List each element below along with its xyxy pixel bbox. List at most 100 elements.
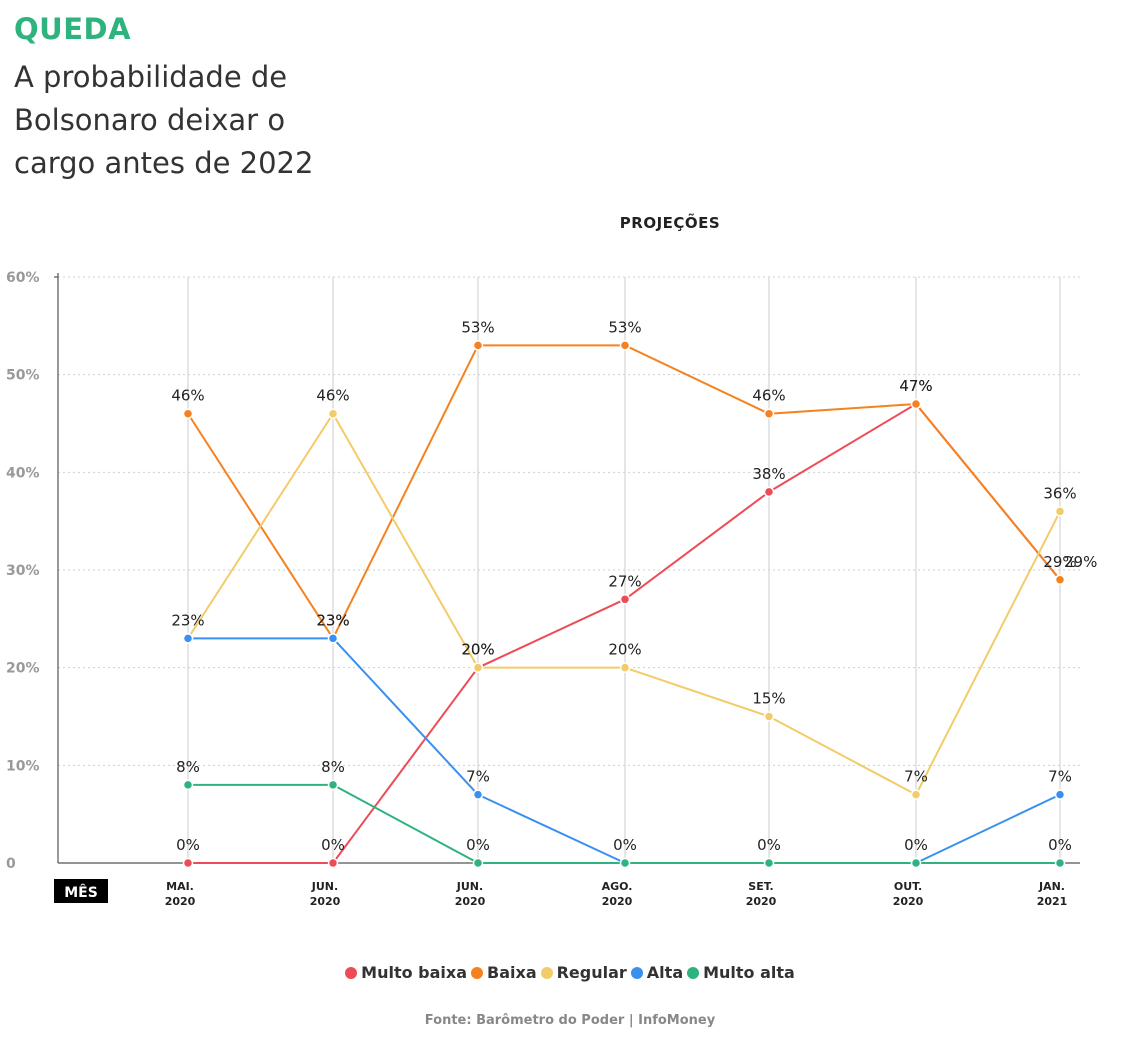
data-label: 15%	[752, 690, 785, 708]
legend-item: Multo baixa	[345, 963, 467, 982]
legend-label: Multo baixa	[361, 963, 468, 982]
legend-dot-icon	[630, 967, 643, 979]
data-point	[327, 779, 339, 791]
data-point	[619, 662, 631, 673]
y-tick-label: 30%	[6, 563, 40, 579]
legend-label: Baixa	[487, 963, 537, 982]
x-axis-title-box	[54, 879, 108, 903]
data-point	[910, 857, 922, 869]
y-tick-label: 0	[6, 856, 16, 872]
line-chart: 0 10% 20% 30% 40% 50% 60% 0% 0% 20% 27% 38% 47% 29% 4…	[6, 270, 1097, 908]
data-label: 7%	[904, 768, 928, 786]
legend-item: Regular	[540, 963, 627, 982]
x-tick-label: AGO.	[602, 880, 633, 893]
x-tick-year: 2021	[1037, 895, 1068, 908]
grid-layer	[58, 276, 1080, 863]
legend-item: Baixa	[471, 963, 537, 982]
data-label: 46%	[752, 387, 785, 405]
x-tick-year: 2020	[455, 895, 486, 908]
data-point	[763, 857, 775, 869]
data-label: 20%	[461, 641, 494, 659]
data-point	[1054, 789, 1066, 800]
data-label: 0%	[613, 836, 637, 854]
data-label: 38%	[752, 465, 785, 483]
data-label: 0%	[904, 836, 928, 854]
data-label: 0%	[466, 836, 490, 854]
data-label: 29%	[1043, 553, 1076, 571]
x-axis-title: MÊS	[64, 884, 98, 901]
legend-item: Multo alta	[687, 963, 795, 982]
legend-label: Multo alta	[703, 963, 795, 982]
x-tick-label: JUN.	[456, 880, 483, 893]
data-point	[472, 340, 484, 351]
data-label: 7%	[1048, 768, 1072, 786]
data-label: 29%	[1064, 553, 1097, 571]
label-layer: 0% 0%20%27%38%47%29%46%23%53% 53%46%47%29%…	[171, 318, 1097, 854]
data-point	[763, 711, 775, 722]
y-tick-label: 10%	[6, 758, 40, 774]
point-layer	[182, 340, 1066, 869]
data-point	[182, 633, 194, 644]
x-tick-year: 2020	[602, 895, 633, 908]
x-tick-year: 2020	[310, 895, 341, 908]
data-point	[327, 633, 339, 644]
legend-dot-icon	[687, 967, 700, 979]
x-tick-year: 2020	[893, 895, 924, 908]
data-point	[619, 340, 631, 351]
data-label: 36%	[1043, 484, 1076, 502]
x-tick-label: JUN.	[311, 880, 338, 893]
chart-title: A probabilidade de Bolsonaro deixar o ca…	[14, 60, 314, 180]
data-point	[1054, 574, 1066, 586]
data-label: 53%	[608, 318, 641, 336]
chart-source: Fonte: Barômetro do Poder | InfoMoney	[424, 1013, 716, 1028]
data-point	[472, 857, 484, 869]
data-point	[182, 857, 194, 869]
data-label: 8%	[176, 758, 200, 776]
chart-legend: Multo baixa Baixa Regular Alta Multo alta	[0, 963, 1140, 982]
x-tick-year: 2020	[746, 895, 777, 908]
data-label: 47%	[899, 377, 932, 395]
data-label: 27%	[608, 572, 641, 590]
legend-item: Alta	[630, 963, 684, 982]
data-label: 20%	[608, 641, 641, 659]
data-label: 0%	[1048, 836, 1072, 854]
data-label: 47%	[899, 377, 932, 395]
data-point	[327, 857, 339, 869]
data-point	[763, 408, 775, 419]
data-label: 0%	[176, 836, 200, 854]
x-tick-label: OUT.	[894, 880, 922, 893]
legend-label: Regular	[556, 963, 627, 982]
chart-kicker: QUEDA	[14, 12, 132, 46]
data-point	[472, 662, 484, 673]
data-label: 23%	[316, 611, 349, 629]
data-label: 23%	[316, 611, 349, 629]
legend-dot-icon	[471, 967, 484, 979]
chart-subtitle: PROJEÇÕES	[619, 214, 721, 232]
x-tick-year: 2020	[165, 895, 196, 908]
x-tick-label: JAN.	[1038, 880, 1065, 893]
data-label: 46%	[316, 387, 349, 405]
data-label: 7%	[466, 768, 490, 786]
data-point	[619, 857, 631, 869]
x-tick-label: SET.	[748, 880, 773, 893]
y-tick-label: 50%	[6, 368, 40, 384]
data-point	[1054, 857, 1066, 869]
x-axis-labels: MAI. 2020 JUN. 2020 JUN. 2020 AGO. 2020 SET. 2020…	[54, 879, 1067, 908]
data-label: 23%	[171, 611, 204, 629]
y-tick-label: 60%	[6, 270, 40, 286]
data-point	[182, 779, 194, 791]
legend-dot-icon	[540, 967, 553, 979]
data-point	[619, 594, 631, 605]
data-point	[910, 789, 922, 800]
data-label: 46%	[171, 387, 204, 405]
legend-label: Alta	[646, 963, 684, 982]
data-point	[763, 486, 775, 498]
data-point	[327, 408, 339, 419]
y-tick-label: 20%	[6, 661, 40, 677]
data-point	[472, 789, 484, 800]
legend-dot-icon	[345, 967, 358, 979]
data-label: 0%	[321, 836, 345, 854]
data-label: 20%	[461, 641, 494, 659]
data-point	[182, 408, 194, 419]
x-tick-label: MAI.	[166, 880, 194, 893]
